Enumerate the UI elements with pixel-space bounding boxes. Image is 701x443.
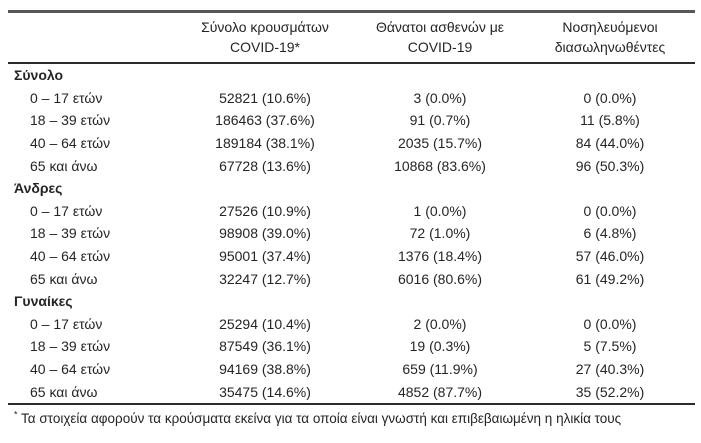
- age-label-cell: 40 – 64 ετών: [30, 361, 111, 378]
- column-header-cases: Σύνολο κρουσμάτων COVID-19*: [175, 11, 355, 64]
- column-header-cases-line2: COVID-19*: [229, 39, 301, 55]
- table-row: 40 – 64 ετών 95001 (37.4%) 1376 (18.4%) …: [8, 245, 695, 268]
- footnote-asterisk-marker: *: [14, 409, 18, 420]
- deaths-cell: 3 (0.0%): [413, 89, 467, 106]
- deaths-cell: 19 (0.3%): [409, 338, 471, 355]
- cases-cell: 98908 (39.0%): [219, 225, 311, 242]
- cases-cell: 95001 (37.4%): [219, 248, 311, 265]
- cases-cell: 27526 (10.9%): [219, 202, 311, 219]
- deaths-cell: 72 (1.0%): [409, 225, 471, 242]
- intubated-cell: 96 (50.3%): [575, 157, 645, 174]
- intubated-cell: 0 (0.0%): [583, 202, 637, 219]
- intubated-cell: 5 (7.5%): [583, 338, 637, 355]
- intubated-cell: 84 (44.0%): [575, 135, 645, 152]
- table-body: Σύνολο 0 – 17 ετών 52821 (10.6%) 3 (0.0%…: [8, 63, 695, 404]
- age-label-cell: 0 – 17 ετών: [30, 202, 103, 219]
- intubated-cell: 6 (4.8%): [583, 225, 637, 242]
- empty-header-cell: [8, 11, 175, 64]
- age-label-cell: 0 – 17 ετών: [30, 315, 103, 332]
- deaths-cell: 659 (11.9%): [402, 361, 478, 378]
- header-row: Σύνολο κρουσμάτων COVID-19* Θάνατοι ασθε…: [8, 11, 695, 64]
- age-label-cell: 40 – 64 ετών: [30, 248, 111, 265]
- intubated-cell: 27 (40.3%): [575, 361, 645, 378]
- intubated-cell: 0 (0.0%): [583, 89, 637, 106]
- deaths-cell: 10868 (83.6%): [394, 157, 486, 174]
- covid-statistics-table: Σύνολο κρουσμάτων COVID-19* Θάνατοι ασθε…: [8, 10, 695, 405]
- intubated-cell: 35 (52.2%): [575, 383, 645, 400]
- age-label-cell: 40 – 64 ετών: [30, 135, 111, 152]
- cases-cell: 32247 (12.7%): [219, 270, 311, 287]
- column-header-intubated: Νοσηλευόμενοι διασωληνωθέντες: [525, 11, 695, 64]
- deaths-cell: 6016 (80.6%): [397, 270, 483, 287]
- cases-cell: 186463 (37.6%): [215, 112, 315, 129]
- age-label-cell: 65 και άνω: [30, 383, 98, 400]
- section-title-men: Άνδρες: [14, 180, 63, 197]
- cases-cell: 67728 (13.6%): [219, 157, 311, 174]
- intubated-cell: 61 (49.2%): [575, 270, 645, 287]
- deaths-cell: 4852 (87.7%): [397, 383, 483, 400]
- column-header-deaths-line1: Θάνατοι ασθενών με: [375, 19, 505, 35]
- cases-cell: 87549 (36.1%): [219, 338, 311, 355]
- cases-cell: 189184 (38.1%): [215, 135, 315, 152]
- cases-cell: 94169 (38.8%): [219, 361, 311, 378]
- intubated-cell: 57 (46.0%): [575, 248, 645, 265]
- table-row: 18 – 39 ετών 87549 (36.1%) 19 (0.3%) 5 (…: [8, 335, 695, 358]
- intubated-cell: 0 (0.0%): [583, 315, 637, 332]
- age-label-cell: 18 – 39 ετών: [30, 338, 111, 355]
- deaths-cell: 1376 (18.4%): [397, 248, 483, 265]
- footnote: * Τα στοιχεία αφορούν τα κρούσματα εκείν…: [14, 410, 701, 427]
- age-label-cell: 18 – 39 ετών: [30, 112, 111, 129]
- table-row: 40 – 64 ετών 189184 (38.1%) 2035 (15.7%)…: [8, 132, 695, 155]
- table-row: 40 – 64 ετών 94169 (38.8%) 659 (11.9%) 2…: [8, 358, 695, 381]
- section-header-row-total: Σύνολο: [8, 63, 695, 87]
- age-label-cell: 0 – 17 ετών: [30, 89, 103, 106]
- table-row: 65 και άνω 32247 (12.7%) 6016 (80.6%) 61…: [8, 267, 695, 290]
- table-row: 65 και άνω 67728 (13.6%) 10868 (83.6%) 9…: [8, 154, 695, 177]
- table-row: 18 – 39 ετών 98908 (39.0%) 72 (1.0%) 6 (…: [8, 222, 695, 245]
- intubated-cell: 11 (5.8%): [580, 112, 640, 129]
- section-header-row-women: Γυναίκες: [8, 290, 695, 313]
- deaths-cell: 2035 (15.7%): [397, 135, 483, 152]
- deaths-cell: 1 (0.0%): [413, 202, 467, 219]
- table-row: 0 – 17 ετών 25294 (10.4%) 2 (0.0%) 0 (0.…: [8, 313, 695, 336]
- deaths-cell: 91 (0.7%): [409, 112, 471, 129]
- column-header-deaths: Θάνατοι ασθενών με COVID-19: [355, 11, 525, 64]
- footnote-text: Τα στοιχεία αφορούν τα κρούσματα εκείνα …: [21, 410, 622, 426]
- cases-cell: 35475 (14.6%): [219, 383, 311, 400]
- column-header-cases-line1: Σύνολο κρουσμάτων: [201, 19, 329, 35]
- section-title-total: Σύνολο: [14, 67, 64, 84]
- deaths-cell: 2 (0.0%): [413, 315, 467, 332]
- cases-cell: 52821 (10.6%): [219, 89, 311, 106]
- age-label-cell: 65 και άνω: [30, 157, 98, 174]
- column-header-intubated-line1: Νοσηλευόμενοι: [562, 19, 658, 35]
- table-row: 18 – 39 ετών 186463 (37.6%) 91 (0.7%) 11…: [8, 109, 695, 132]
- column-header-deaths-line2: COVID-19: [407, 39, 473, 55]
- column-header-intubated-line2: διασωληνωθέντες: [554, 39, 666, 55]
- table-header: Σύνολο κρουσμάτων COVID-19* Θάνατοι ασθε…: [8, 11, 695, 64]
- cases-cell: 25294 (10.4%): [219, 315, 311, 332]
- table-row: 65 και άνω 35475 (14.6%) 4852 (87.7%) 35…: [8, 380, 695, 404]
- age-label-cell: 18 – 39 ετών: [30, 225, 111, 242]
- table-row: 0 – 17 ετών 52821 (10.6%) 3 (0.0%) 0 (0.…: [8, 87, 695, 110]
- section-title-women: Γυναίκες: [14, 293, 73, 310]
- age-label-cell: 65 και άνω: [30, 270, 98, 287]
- table-row: 0 – 17 ετών 27526 (10.9%) 1 (0.0%) 0 (0.…: [8, 200, 695, 223]
- section-header-row-men: Άνδρες: [8, 177, 695, 200]
